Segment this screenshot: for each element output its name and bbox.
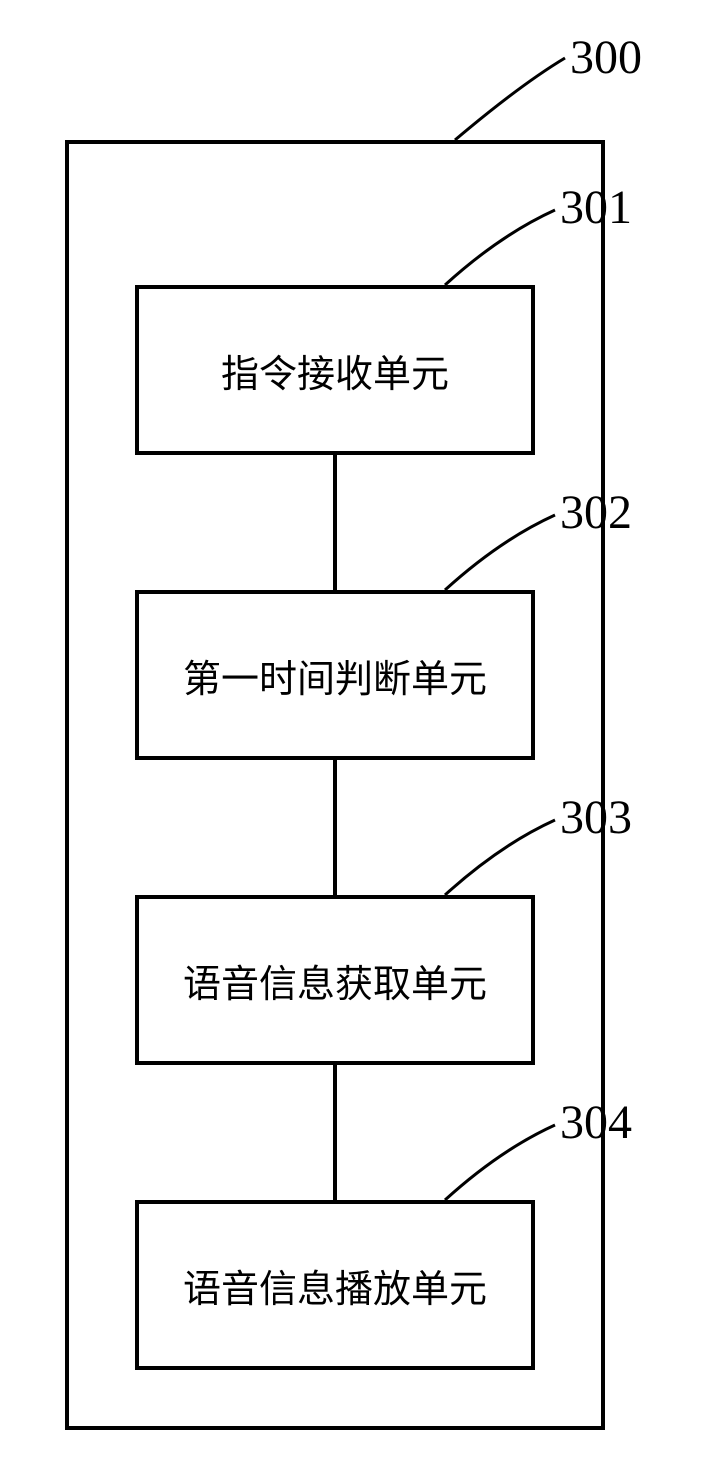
edge-n1-n2 — [333, 455, 337, 590]
leader-line-304 — [0, 0, 715, 1459]
edge-n2-n3 — [333, 760, 337, 895]
edge-n3-n4 — [333, 1065, 337, 1200]
ref-label-304: 304 — [560, 1095, 632, 1150]
